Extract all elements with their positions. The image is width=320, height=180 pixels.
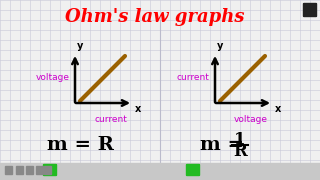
- Bar: [26, 166, 33, 174]
- FancyBboxPatch shape: [44, 165, 57, 176]
- Text: R: R: [233, 143, 247, 159]
- Bar: [44, 166, 51, 174]
- FancyBboxPatch shape: [187, 165, 199, 176]
- Bar: [16, 166, 23, 174]
- Bar: [36, 166, 43, 174]
- Text: voltage: voltage: [36, 73, 70, 82]
- Text: voltage: voltage: [234, 115, 268, 124]
- Text: current: current: [95, 115, 127, 124]
- Text: x: x: [135, 104, 141, 114]
- Text: 1: 1: [234, 130, 246, 147]
- Bar: [5, 166, 12, 174]
- Text: current: current: [177, 73, 209, 82]
- Text: m =: m =: [200, 136, 251, 154]
- Text: m = R: m = R: [47, 136, 113, 154]
- Text: Ohm's law graphs: Ohm's law graphs: [65, 8, 245, 26]
- Bar: [0, 163, 320, 180]
- FancyBboxPatch shape: [303, 3, 316, 17]
- Text: y: y: [217, 41, 223, 51]
- Text: y: y: [77, 41, 84, 51]
- Text: x: x: [275, 104, 281, 114]
